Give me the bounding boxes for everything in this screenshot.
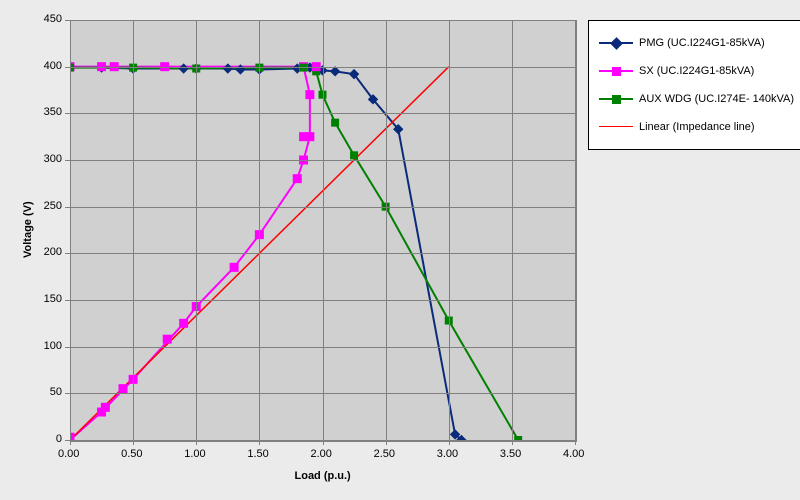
tick-x xyxy=(196,440,197,445)
legend: PMG (UC.I224G1-85kVA) SX (UC.I224G1-85kVA… xyxy=(588,20,800,150)
gridline-x xyxy=(512,20,513,440)
tick-x xyxy=(449,440,450,445)
tick-x xyxy=(70,440,71,445)
x-tick-label: 0.50 xyxy=(121,448,142,460)
tick-x xyxy=(512,440,513,445)
x-tick-label: 1.00 xyxy=(184,448,205,460)
gridline-x xyxy=(133,20,134,440)
tick-x xyxy=(259,440,260,445)
y-tick-label: 0 xyxy=(56,433,62,445)
y-tick-label: 150 xyxy=(44,293,62,305)
y-tick-label: 300 xyxy=(44,153,62,165)
legend-swatch xyxy=(599,33,633,53)
legend-item: SX (UC.I224G1-85kVA) xyxy=(599,57,799,85)
legend-item: AUX WDG (UC.I274E- 140kVA) xyxy=(599,85,799,113)
y-tick-label: 400 xyxy=(44,60,62,72)
tick-x xyxy=(133,440,134,445)
x-tick-label: 3.00 xyxy=(437,448,458,460)
legend-swatch xyxy=(599,117,633,137)
x-tick-label: 3.50 xyxy=(500,448,521,460)
x-tick-label: 2.50 xyxy=(374,448,395,460)
legend-swatch xyxy=(599,89,633,109)
legend-label: Linear (Impedance line) xyxy=(639,121,755,133)
gridline-x xyxy=(196,20,197,440)
x-tick-label: 4.00 xyxy=(563,448,584,460)
legend-label: SX (UC.I224G1-85kVA) xyxy=(639,65,754,77)
gridline-x xyxy=(259,20,260,440)
chart-container: Voltage (V) Load (p.u.) PMG (UC.I224G1-8… xyxy=(0,0,800,500)
gridline-x xyxy=(70,20,71,440)
plot-area xyxy=(70,20,577,442)
y-tick-label: 350 xyxy=(44,106,62,118)
legend-item: PMG (UC.I224G1-85kVA) xyxy=(599,29,799,57)
tick-x xyxy=(323,440,324,445)
tick-x xyxy=(386,440,387,445)
x-tick-label: 0.00 xyxy=(58,448,79,460)
x-axis-label: Load (p.u.) xyxy=(295,470,351,482)
y-tick-label: 200 xyxy=(44,246,62,258)
y-tick-label: 100 xyxy=(44,340,62,352)
legend-swatch xyxy=(599,61,633,81)
y-tick-label: 250 xyxy=(44,200,62,212)
legend-label: PMG (UC.I224G1-85kVA) xyxy=(639,37,765,49)
legend-label: AUX WDG (UC.I274E- 140kVA) xyxy=(639,93,794,105)
legend-item: Linear (Impedance line) xyxy=(599,113,799,141)
y-tick-label: 50 xyxy=(50,386,62,398)
y-axis-label: Voltage (V) xyxy=(22,201,34,258)
x-tick-label: 1.50 xyxy=(247,448,268,460)
tick-x xyxy=(575,440,576,445)
gridline-x xyxy=(386,20,387,440)
gridline-x xyxy=(575,20,576,440)
y-tick-label: 450 xyxy=(44,13,62,25)
gridline-x xyxy=(323,20,324,440)
gridline-x xyxy=(449,20,450,440)
x-tick-label: 2.00 xyxy=(311,448,332,460)
